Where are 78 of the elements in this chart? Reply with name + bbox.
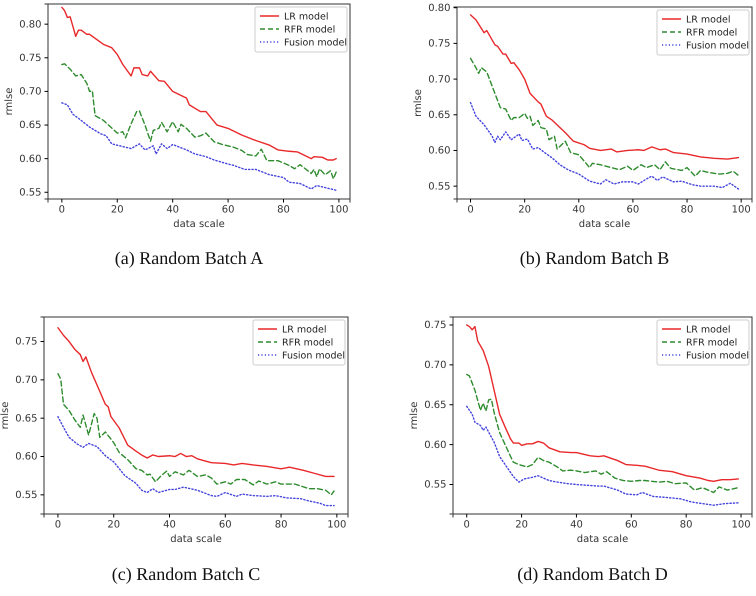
x-tick-label: 100	[731, 520, 751, 531]
x-tick-label: 40	[163, 520, 176, 531]
line-series	[466, 374, 739, 494]
x-tick-label: 0	[464, 520, 470, 531]
y-tick-label: 0.55	[15, 490, 38, 502]
y-tick-label: 0.70	[15, 375, 38, 386]
y-tick-label: 0.60	[428, 146, 450, 157]
y-tick-label: 0.65	[19, 120, 42, 132]
x-tick-label: 60	[624, 520, 638, 531]
x-tick-label: 60	[222, 204, 234, 216]
legend-label: LR model	[282, 324, 326, 336]
x-axis-title: data scale	[576, 534, 628, 545]
legend-label: RFR model	[284, 24, 336, 36]
y-tick-label: 0.70	[428, 74, 450, 86]
text: (b) Random Batch B	[520, 248, 670, 268]
x-tick-label: 60	[626, 204, 640, 216]
x-tick-label: 0	[54, 520, 62, 531]
legend-label: Fusion model	[284, 38, 347, 48]
line-series	[61, 63, 337, 180]
y-tick-label: 0.75	[424, 320, 446, 332]
y-axis-title: rmlse	[0, 402, 11, 430]
x-axis-title: data scale	[170, 534, 222, 545]
x-tick-label: 20	[518, 204, 532, 216]
x-tick-label: 40	[572, 204, 586, 216]
line-series	[57, 416, 335, 506]
x-tick-label: 40	[570, 520, 583, 531]
legend-label: RFR model	[686, 28, 738, 38]
x-tick-label: 0	[467, 204, 474, 216]
y-tick-label: 0.55	[428, 181, 450, 192]
y-tick-label: 0.60	[424, 440, 446, 451]
y-tick-label: 0.70	[19, 86, 42, 98]
x-tick-label: 100	[327, 520, 346, 531]
x-tick-label: 80	[680, 204, 694, 216]
x-tick-label: 80	[274, 520, 288, 531]
y-tick-label: 0.65	[428, 110, 450, 121]
line-series	[57, 373, 335, 496]
x-tick-label: 100	[329, 204, 348, 216]
legend-label: Fusion model	[686, 350, 749, 362]
x-tick-label: 40	[166, 204, 180, 216]
x-tick-label: 100	[732, 204, 751, 216]
x-tick-label: 60	[218, 520, 232, 531]
x-tick-label: 20	[110, 204, 124, 216]
y-axis-title: rmlse	[4, 88, 15, 116]
x-tick-label: 80	[277, 204, 290, 216]
legend-label: Fusion model	[686, 40, 749, 52]
y-axis-title: rmlse	[413, 89, 424, 117]
y-tick-label: 0.60	[15, 452, 38, 463]
line-series	[470, 58, 740, 177]
x-tick-label: 80	[680, 520, 693, 531]
x-tick-label: 0	[58, 204, 66, 216]
text: (a) Random Batch A	[114, 248, 264, 268]
y-tick-label: 0.55	[424, 480, 446, 491]
y-tick-label: 0.75	[19, 52, 42, 64]
line-series	[470, 102, 740, 190]
text: (c) Random Batch C	[112, 564, 260, 584]
y-tick-label: 0.75	[15, 336, 38, 348]
y-tick-label: 0.55	[19, 187, 42, 198]
legend-label: LR model	[284, 12, 328, 22]
x-tick-label: 20	[107, 520, 120, 531]
y-axis-title: rmlse	[409, 402, 420, 430]
line-series	[61, 102, 337, 191]
text: (d) Random Batch D	[517, 564, 668, 584]
legend-label: RFR model	[686, 338, 738, 348]
y-tick-label: 0.60	[19, 154, 42, 165]
legend-label: Fusion model	[282, 350, 345, 362]
y-tick-label: 0.80	[428, 2, 450, 14]
x-axis-title: data scale	[578, 219, 630, 230]
y-tick-label: 0.65	[424, 400, 446, 411]
x-axis-title: data scale	[173, 219, 225, 230]
y-tick-label: 0.70	[424, 360, 446, 372]
y-tick-label: 0.75	[428, 38, 450, 50]
x-tick-label: 20	[515, 520, 528, 531]
line-series	[466, 406, 739, 506]
legend-label: LR model	[686, 324, 730, 336]
legend-label: LR model	[686, 14, 730, 26]
y-tick-label: 0.65	[15, 413, 38, 424]
y-tick-label: 0.80	[19, 19, 42, 30]
legend-label: RFR model	[282, 338, 334, 348]
